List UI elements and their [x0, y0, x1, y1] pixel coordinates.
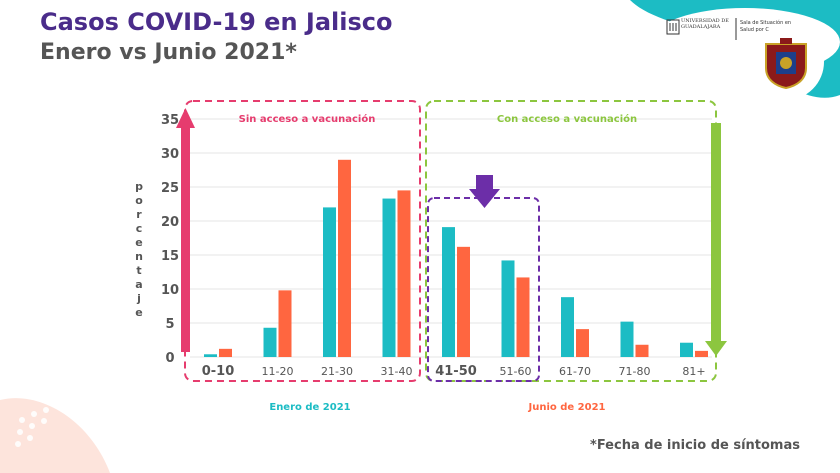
y-axis-label-letter: c — [136, 222, 143, 235]
y-axis-label-letter: o — [135, 194, 143, 207]
y-tick-label: 20 — [161, 215, 179, 230]
x-tick-label: 51-60 — [500, 365, 532, 378]
y-tick-label: 30 — [161, 147, 179, 162]
bar-junio-31-40 — [397, 190, 411, 357]
bar-junio-21-30 — [338, 159, 351, 357]
university-seal-icon — [765, 38, 807, 90]
y-tick-label: 5 — [165, 317, 174, 332]
y-tick-label: 0 — [165, 351, 174, 366]
bar-enero-81+ — [680, 342, 693, 357]
y-axis-label-letter: p — [135, 180, 143, 193]
bar-junio-81+ — [695, 350, 708, 357]
y-axis-label-letter: r — [136, 208, 142, 221]
x-tick-label: 21-30 — [321, 365, 353, 378]
bar-enero-51-60 — [501, 260, 515, 357]
legend-enero: Enero de 2021 — [269, 402, 350, 413]
bar-junio-61-70 — [576, 329, 589, 357]
page-subtitle: Enero vs Junio 2021* — [40, 40, 297, 65]
y-axis-label-letter: t — [136, 264, 141, 277]
udg-logo-text: UNIVERSIDAD DE GUADALAJARA — [681, 18, 729, 30]
x-tick-label: 61-70 — [559, 365, 591, 378]
x-tick-label: 0-10 — [202, 364, 235, 379]
bar-junio-0-10 — [219, 348, 232, 357]
bar-enero-11-20 — [263, 327, 277, 357]
x-tick-label: 71-80 — [619, 365, 651, 378]
bar-enero-71-80 — [620, 321, 634, 357]
highlight-group-box — [427, 197, 540, 382]
footnote: *Fecha de inicio de síntomas — [590, 438, 800, 453]
x-tick-label: 31-40 — [381, 365, 413, 378]
divider-line — [735, 18, 737, 40]
vaccine-group-box — [425, 100, 717, 382]
bar-enero-21-30 — [323, 207, 336, 357]
bar-enero-0-10 — [204, 354, 217, 357]
bar-enero-41-50 — [442, 227, 455, 357]
bar-junio-41-50 — [457, 246, 470, 357]
x-tick-label: 11-20 — [262, 365, 294, 378]
y-tick-label: 10 — [161, 283, 179, 298]
y-tick-label: 25 — [161, 181, 179, 196]
bar-junio-71-80 — [635, 344, 649, 357]
y-axis-label-letter: n — [135, 250, 143, 263]
udg-logo-icon — [666, 19, 680, 35]
vaccine-label: Con acceso a vacunación — [497, 113, 637, 125]
y-tick-label: 15 — [161, 249, 179, 264]
no-vaccine-label: Sin acceso a vacunación — [239, 113, 376, 125]
bar-enero-31-40 — [382, 198, 396, 357]
bar-junio-11-20 — [278, 290, 292, 357]
legend-junio: Junio de 2021 — [528, 402, 606, 413]
y-axis-label-letter: e — [135, 306, 142, 319]
bar-enero-61-70 — [561, 297, 574, 357]
y-tick-label: 35 — [161, 113, 179, 128]
sala-situacion-text: Sala de Situación en Salud por C — [740, 20, 792, 33]
green-down-arrow-icon — [705, 123, 727, 356]
no-vaccine-group-box — [184, 100, 421, 382]
y-axis-label-letter: a — [135, 278, 142, 291]
y-axis-label-letter: j — [136, 292, 141, 305]
bar-junio-51-60 — [516, 277, 530, 357]
x-tick-label: 81+ — [682, 365, 705, 378]
purple-down-arrow-icon — [469, 175, 500, 208]
y-axis-label-letter: e — [135, 236, 142, 249]
x-tick-label: 41-50 — [435, 364, 477, 379]
page-title: Casos COVID-19 en Jalisco — [40, 8, 393, 36]
pink-up-arrow-icon — [176, 108, 195, 352]
